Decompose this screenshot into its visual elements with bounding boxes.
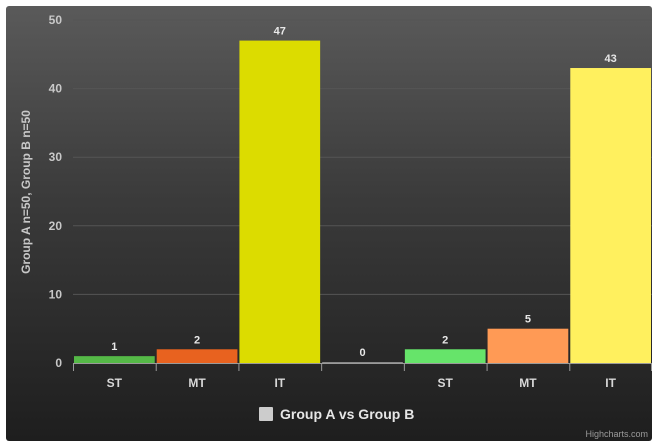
bar[interactable]: [322, 362, 403, 363]
data-label: 43: [605, 53, 617, 65]
x-tick-label: IT: [274, 376, 285, 390]
bar[interactable]: [570, 68, 651, 363]
data-label: 2: [442, 334, 448, 346]
bar[interactable]: [74, 356, 155, 363]
x-tick-label: ST: [107, 376, 123, 390]
y-tick-label: 10: [49, 287, 63, 301]
legend[interactable]: Group A vs Group B: [259, 406, 414, 422]
y-tick-label: 30: [49, 150, 63, 164]
data-label: 47: [274, 26, 286, 38]
bar[interactable]: [487, 328, 569, 363]
x-tick-label: IT: [605, 376, 616, 390]
data-label: 2: [194, 334, 200, 346]
data-labels: 1 2 47 0 2 5 43: [111, 26, 616, 359]
data-label: 1: [111, 341, 117, 353]
x-tick-label: ST: [438, 376, 454, 390]
data-label: 5: [525, 314, 531, 326]
y-tick-label: 0: [55, 356, 62, 370]
bar[interactable]: [404, 349, 486, 363]
y-axis-ticks: 0 10 20 30 40 50: [49, 13, 63, 370]
x-tick-label: MT: [188, 376, 206, 390]
bar-chart: 0 10 20 30 40 50 ST MT IT ST MT IT 1 2 47 0 2 5 43 Group…: [19, 13, 652, 439]
legend-swatch[interactable]: [259, 407, 273, 421]
y-tick-label: 20: [49, 219, 63, 233]
bar[interactable]: [156, 349, 238, 363]
chart-frame: 0 10 20 30 40 50 ST MT IT ST MT IT 1 2 47 0 2 5 43 Group…: [6, 6, 652, 441]
y-axis-title: Group A n=50, Group B n=50: [19, 110, 33, 274]
grid-lines: [73, 19, 652, 295]
data-label: 0: [359, 347, 365, 359]
y-tick-label: 40: [49, 82, 63, 96]
x-tick-label: MT: [519, 376, 537, 390]
bar[interactable]: [239, 40, 321, 363]
x-axis: ST MT IT ST MT IT: [73, 363, 652, 390]
bars: [74, 40, 651, 363]
legend-label[interactable]: Group A vs Group B: [280, 406, 414, 422]
credits[interactable]: Highcharts.com: [585, 429, 648, 439]
y-tick-label: 50: [49, 13, 63, 27]
